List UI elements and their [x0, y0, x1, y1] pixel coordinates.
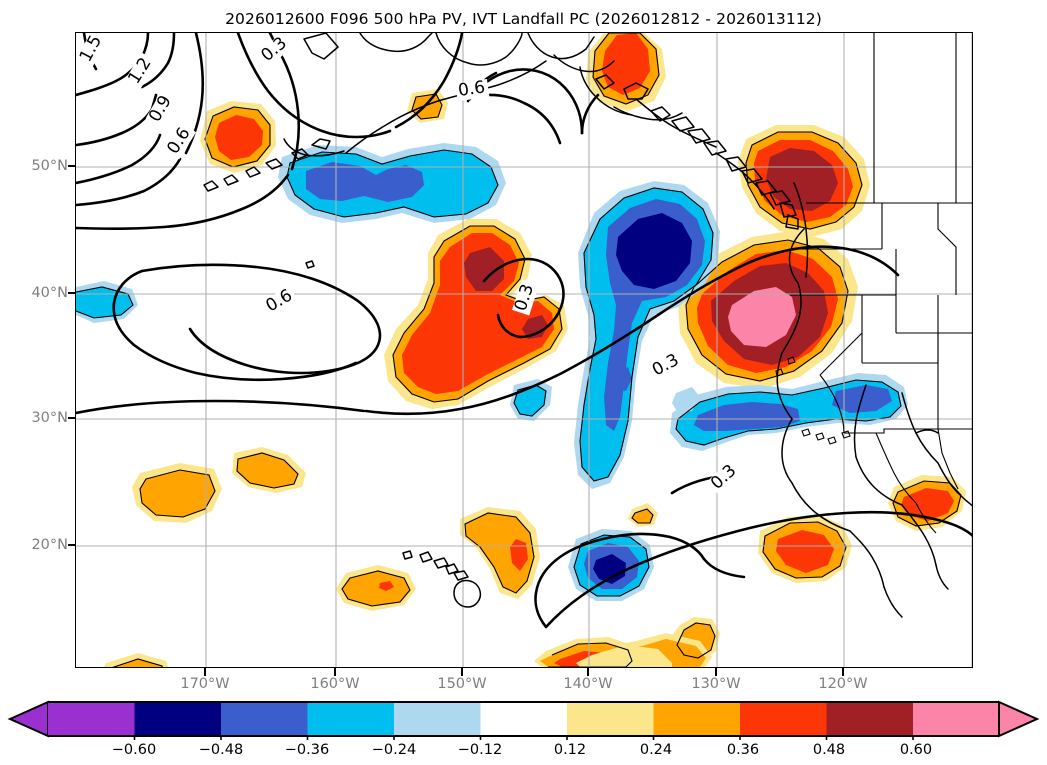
colorbar-canvas: [7, 700, 1040, 740]
colorbar-band-0: [48, 702, 135, 736]
colorbar-band-3: [307, 702, 394, 736]
coastlines: [203, 33, 972, 618]
colorbar-band-9: [826, 702, 913, 736]
anomaly-positive-subtropical-1: [132, 463, 222, 523]
figure-title: 2026012600 F096 500 hPa PV, IVT Landfall…: [225, 10, 822, 28]
political-borders: [775, 33, 972, 534]
colorbar-band-6: [567, 702, 654, 736]
colorbar-band-5: [480, 702, 567, 736]
xtick-mark-130w: [715, 668, 717, 676]
anomaly-positive-central-pacific: [384, 219, 568, 409]
xtick-mark-120w: [842, 668, 844, 676]
xtick-mark-170w: [204, 668, 206, 676]
colorbar-tick-7: 0.36: [726, 742, 760, 758]
colorbar-tick-5: 0.12: [553, 742, 587, 758]
xtick-label-120w: 120°W: [818, 676, 868, 692]
anomaly-negative-socal-offshore: [670, 373, 908, 451]
anomaly-positive-california-max: [678, 231, 858, 389]
colorbar-tick-4: −0.12: [457, 742, 503, 758]
anomaly-negative-bc-offshore-min: [574, 181, 720, 489]
colorbar-band-10: [913, 702, 999, 736]
colorbar-band-1: [134, 702, 221, 736]
colorbar[interactable]: −0.60 −0.48 −0.36 −0.24 −0.12 0.12 0.24 …: [0, 698, 1047, 765]
anomaly-negative-small-133w: [672, 387, 700, 413]
anomaly-positive-baja-offshore: [888, 475, 966, 531]
xtick-label-140w: 140°W: [563, 676, 613, 692]
colorbar-tick-3: −0.24: [371, 742, 417, 758]
colorbar-tick-1: −0.48: [198, 742, 244, 758]
colorbar-band-7: [653, 702, 740, 736]
colorbar-band-4: [394, 702, 481, 736]
ytick-mark-20n: [68, 544, 76, 546]
ytick-mark-40n: [68, 292, 76, 294]
anomaly-positive-alaska-peninsula: [200, 101, 276, 173]
colorbar-tick-2: −0.36: [284, 742, 330, 758]
ytick-mark-30n: [68, 417, 76, 419]
ytick-mark-50n: [68, 165, 76, 167]
xtick-mark-150w: [461, 668, 463, 676]
colorbar-outline: [48, 701, 999, 737]
anomaly-negative-west-edge-40n: [76, 281, 138, 323]
ytick-label-30n: 30°N: [31, 410, 68, 426]
colorbar-extend-low: [7, 700, 49, 738]
ytick-label-50n: 50°N: [31, 158, 68, 174]
xtick-mark-160w: [334, 668, 336, 676]
ytick-label-20n: 20°N: [31, 537, 68, 553]
anomaly-negative-subtropical-19n: [568, 529, 654, 601]
xtick-label-160w: 160°W: [310, 676, 360, 692]
xtick-label-150w: 150°W: [437, 676, 487, 692]
anomaly-positive-subtropical-2: [232, 447, 306, 493]
contour-label: 0.6: [457, 77, 487, 101]
colorbar-tick-6: 0.24: [639, 742, 673, 758]
anomaly-positive-subtropical-5: [460, 507, 540, 599]
anomaly-positive-bc-coast: [738, 125, 870, 237]
anomaly-positive-bottom-center: [576, 645, 672, 667]
xtick-label-130w: 130°W: [691, 676, 741, 692]
colorbar-tick-9: 0.60: [899, 742, 933, 758]
colorbar-extend-high: [998, 700, 1040, 738]
colorbar-band-8: [740, 702, 827, 736]
map-plot-area[interactable]: 1.5 1.2 0.9 0.6 0.3: [75, 32, 973, 668]
colorbar-tick-8: 0.48: [812, 742, 846, 758]
anomaly-positive-bottom-ne: [758, 515, 852, 583]
ivt-contours: [76, 33, 972, 629]
colorbar-tick-0: −0.60: [111, 742, 157, 758]
ytick-label-40n: 40°N: [31, 285, 68, 301]
map-canvas: 1.5 1.2 0.9 0.6 0.3: [76, 33, 972, 667]
xtick-label-170w: 170°W: [180, 676, 230, 692]
xtick-mark-140w: [587, 668, 589, 676]
colorbar-band-2: [221, 702, 308, 736]
